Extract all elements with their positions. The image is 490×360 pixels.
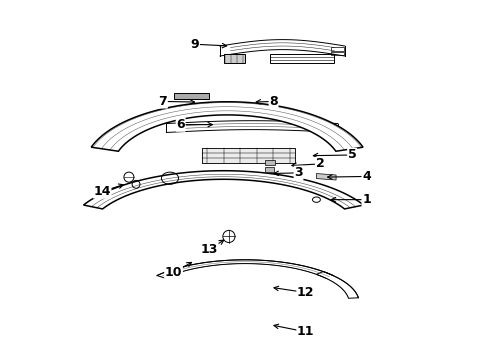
Text: 13: 13 bbox=[200, 243, 218, 256]
Polygon shape bbox=[157, 260, 333, 278]
Text: 10: 10 bbox=[165, 266, 182, 279]
Polygon shape bbox=[83, 171, 364, 209]
Bar bbox=[202, 148, 295, 163]
Bar bbox=[265, 159, 275, 165]
Text: 11: 11 bbox=[297, 325, 315, 338]
Text: 14: 14 bbox=[94, 185, 111, 198]
Polygon shape bbox=[91, 102, 363, 151]
Text: 3: 3 bbox=[294, 166, 303, 179]
Polygon shape bbox=[270, 54, 334, 63]
Text: 2: 2 bbox=[316, 157, 324, 170]
Bar bbox=[331, 52, 344, 55]
Bar bbox=[173, 93, 209, 99]
Text: 8: 8 bbox=[270, 95, 278, 108]
Text: 12: 12 bbox=[297, 286, 315, 299]
Text: 7: 7 bbox=[158, 95, 167, 108]
Polygon shape bbox=[223, 54, 245, 63]
Polygon shape bbox=[317, 271, 358, 298]
Bar bbox=[202, 148, 295, 163]
Text: 6: 6 bbox=[176, 118, 185, 131]
Text: 9: 9 bbox=[191, 38, 199, 51]
Text: 5: 5 bbox=[348, 148, 357, 162]
Text: 4: 4 bbox=[362, 170, 371, 183]
Text: 1: 1 bbox=[362, 193, 371, 206]
Polygon shape bbox=[317, 174, 336, 180]
Bar bbox=[331, 48, 344, 51]
Bar bbox=[265, 167, 273, 172]
